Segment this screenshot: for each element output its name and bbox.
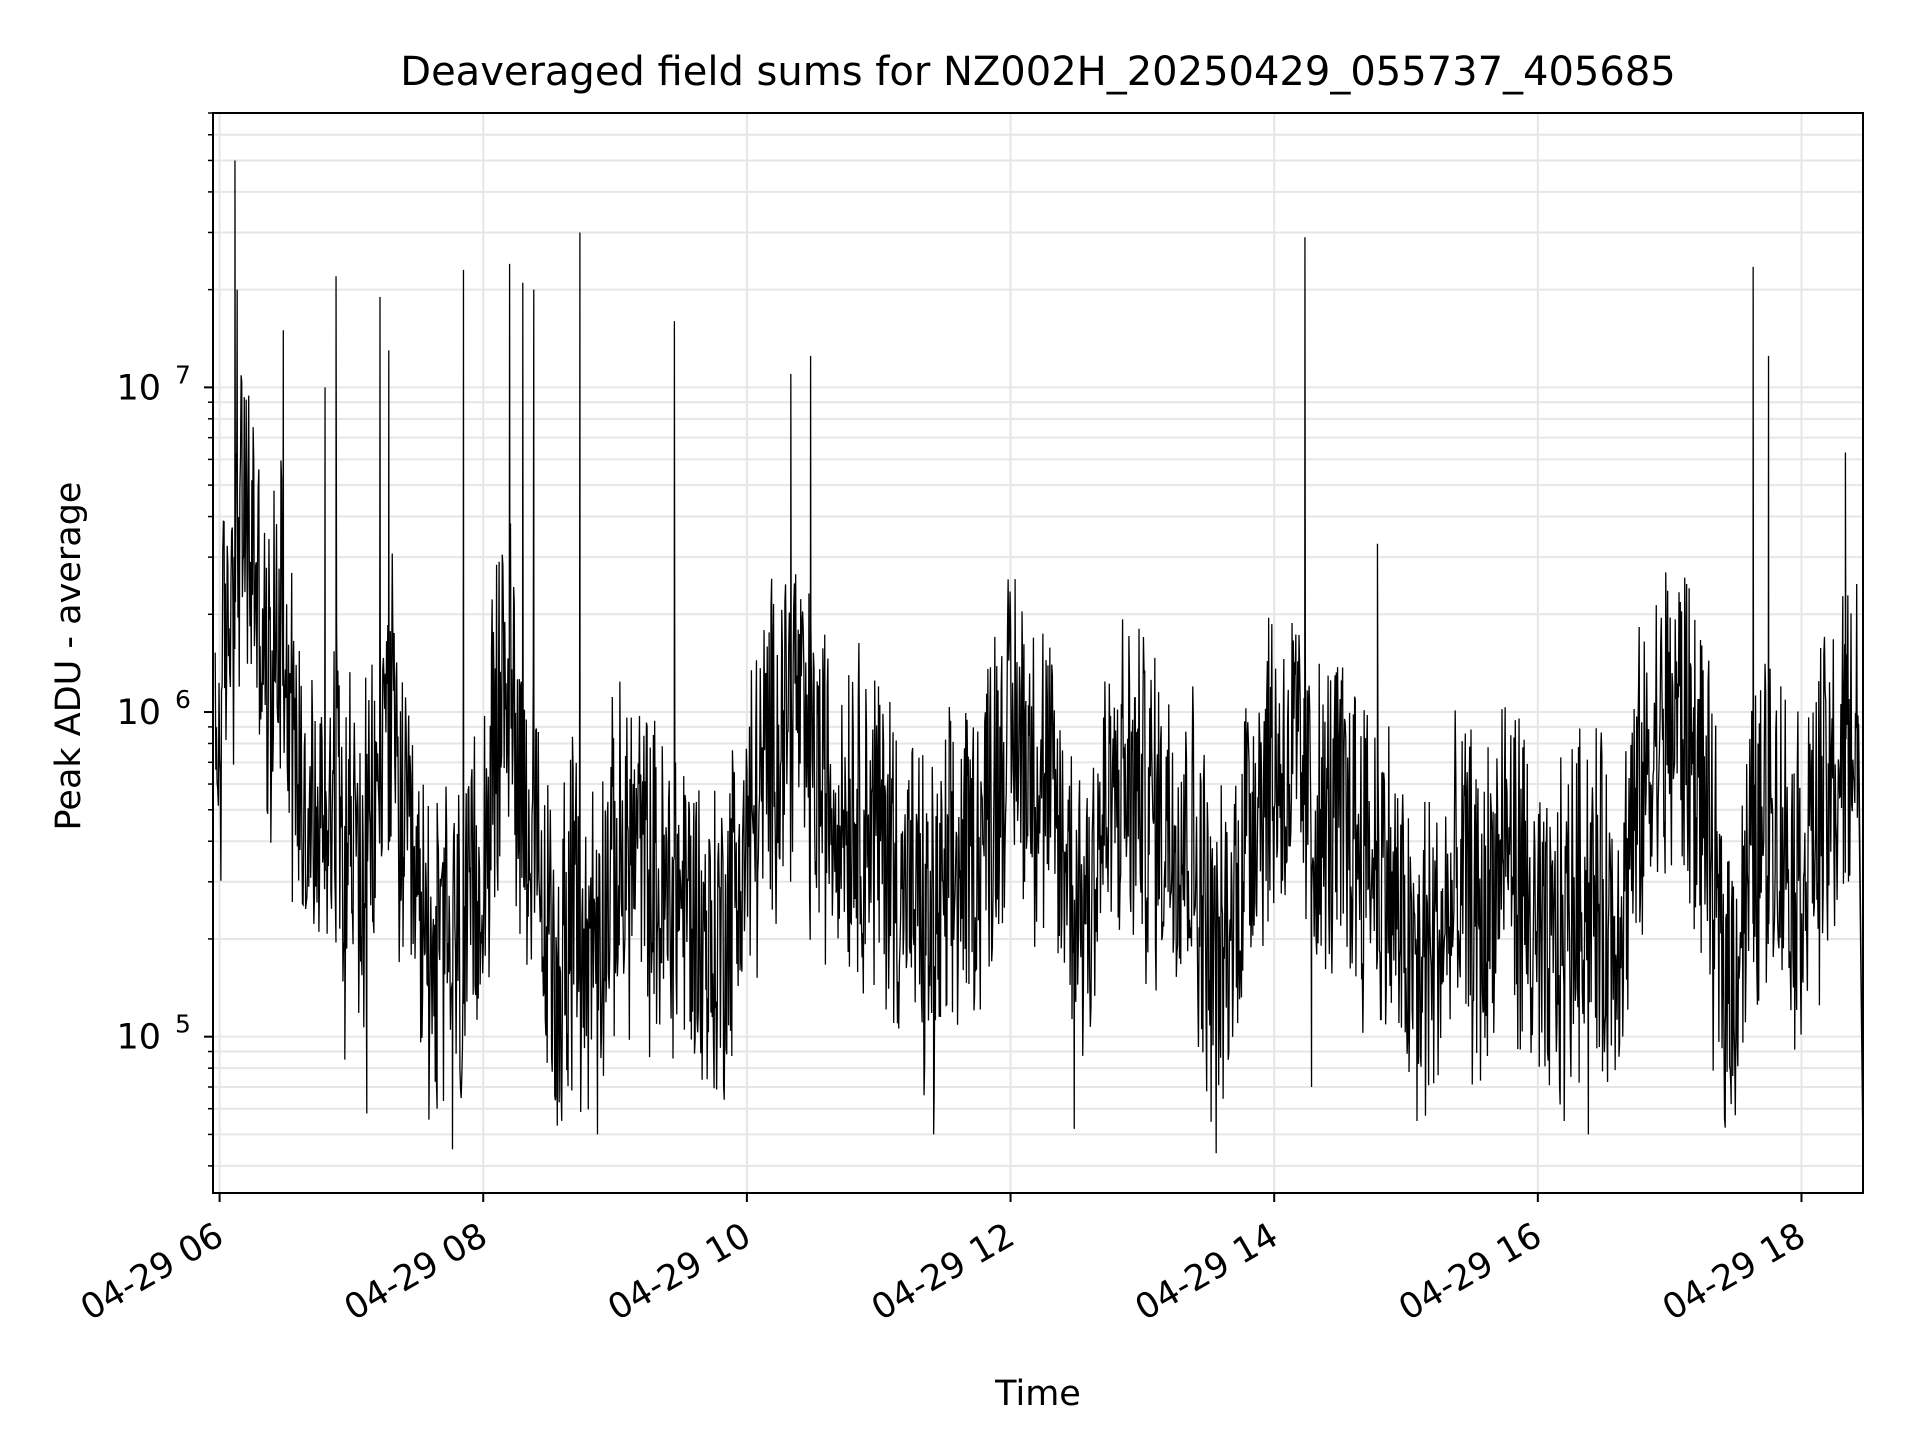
plot-frame	[212, 112, 1864, 1194]
y-tick-label: 10	[116, 1018, 161, 1058]
chart-title: Deaveraged field sums for NZ002H_2025042…	[400, 49, 1675, 95]
y-tick-label: 10	[116, 693, 161, 733]
y-tick-exponent: 5	[175, 1010, 191, 1039]
series-line	[214, 160, 1864, 1156]
y-tick-exponent: 6	[175, 685, 191, 714]
y-axis-label: Peak ADU - average	[49, 482, 89, 831]
y-tick-exponent: 7	[175, 360, 191, 389]
axes	[204, 112, 1864, 1202]
data-series	[214, 160, 1864, 1156]
y-tick-label: 10	[116, 368, 161, 408]
x-axis-label: Time	[994, 1374, 1081, 1414]
